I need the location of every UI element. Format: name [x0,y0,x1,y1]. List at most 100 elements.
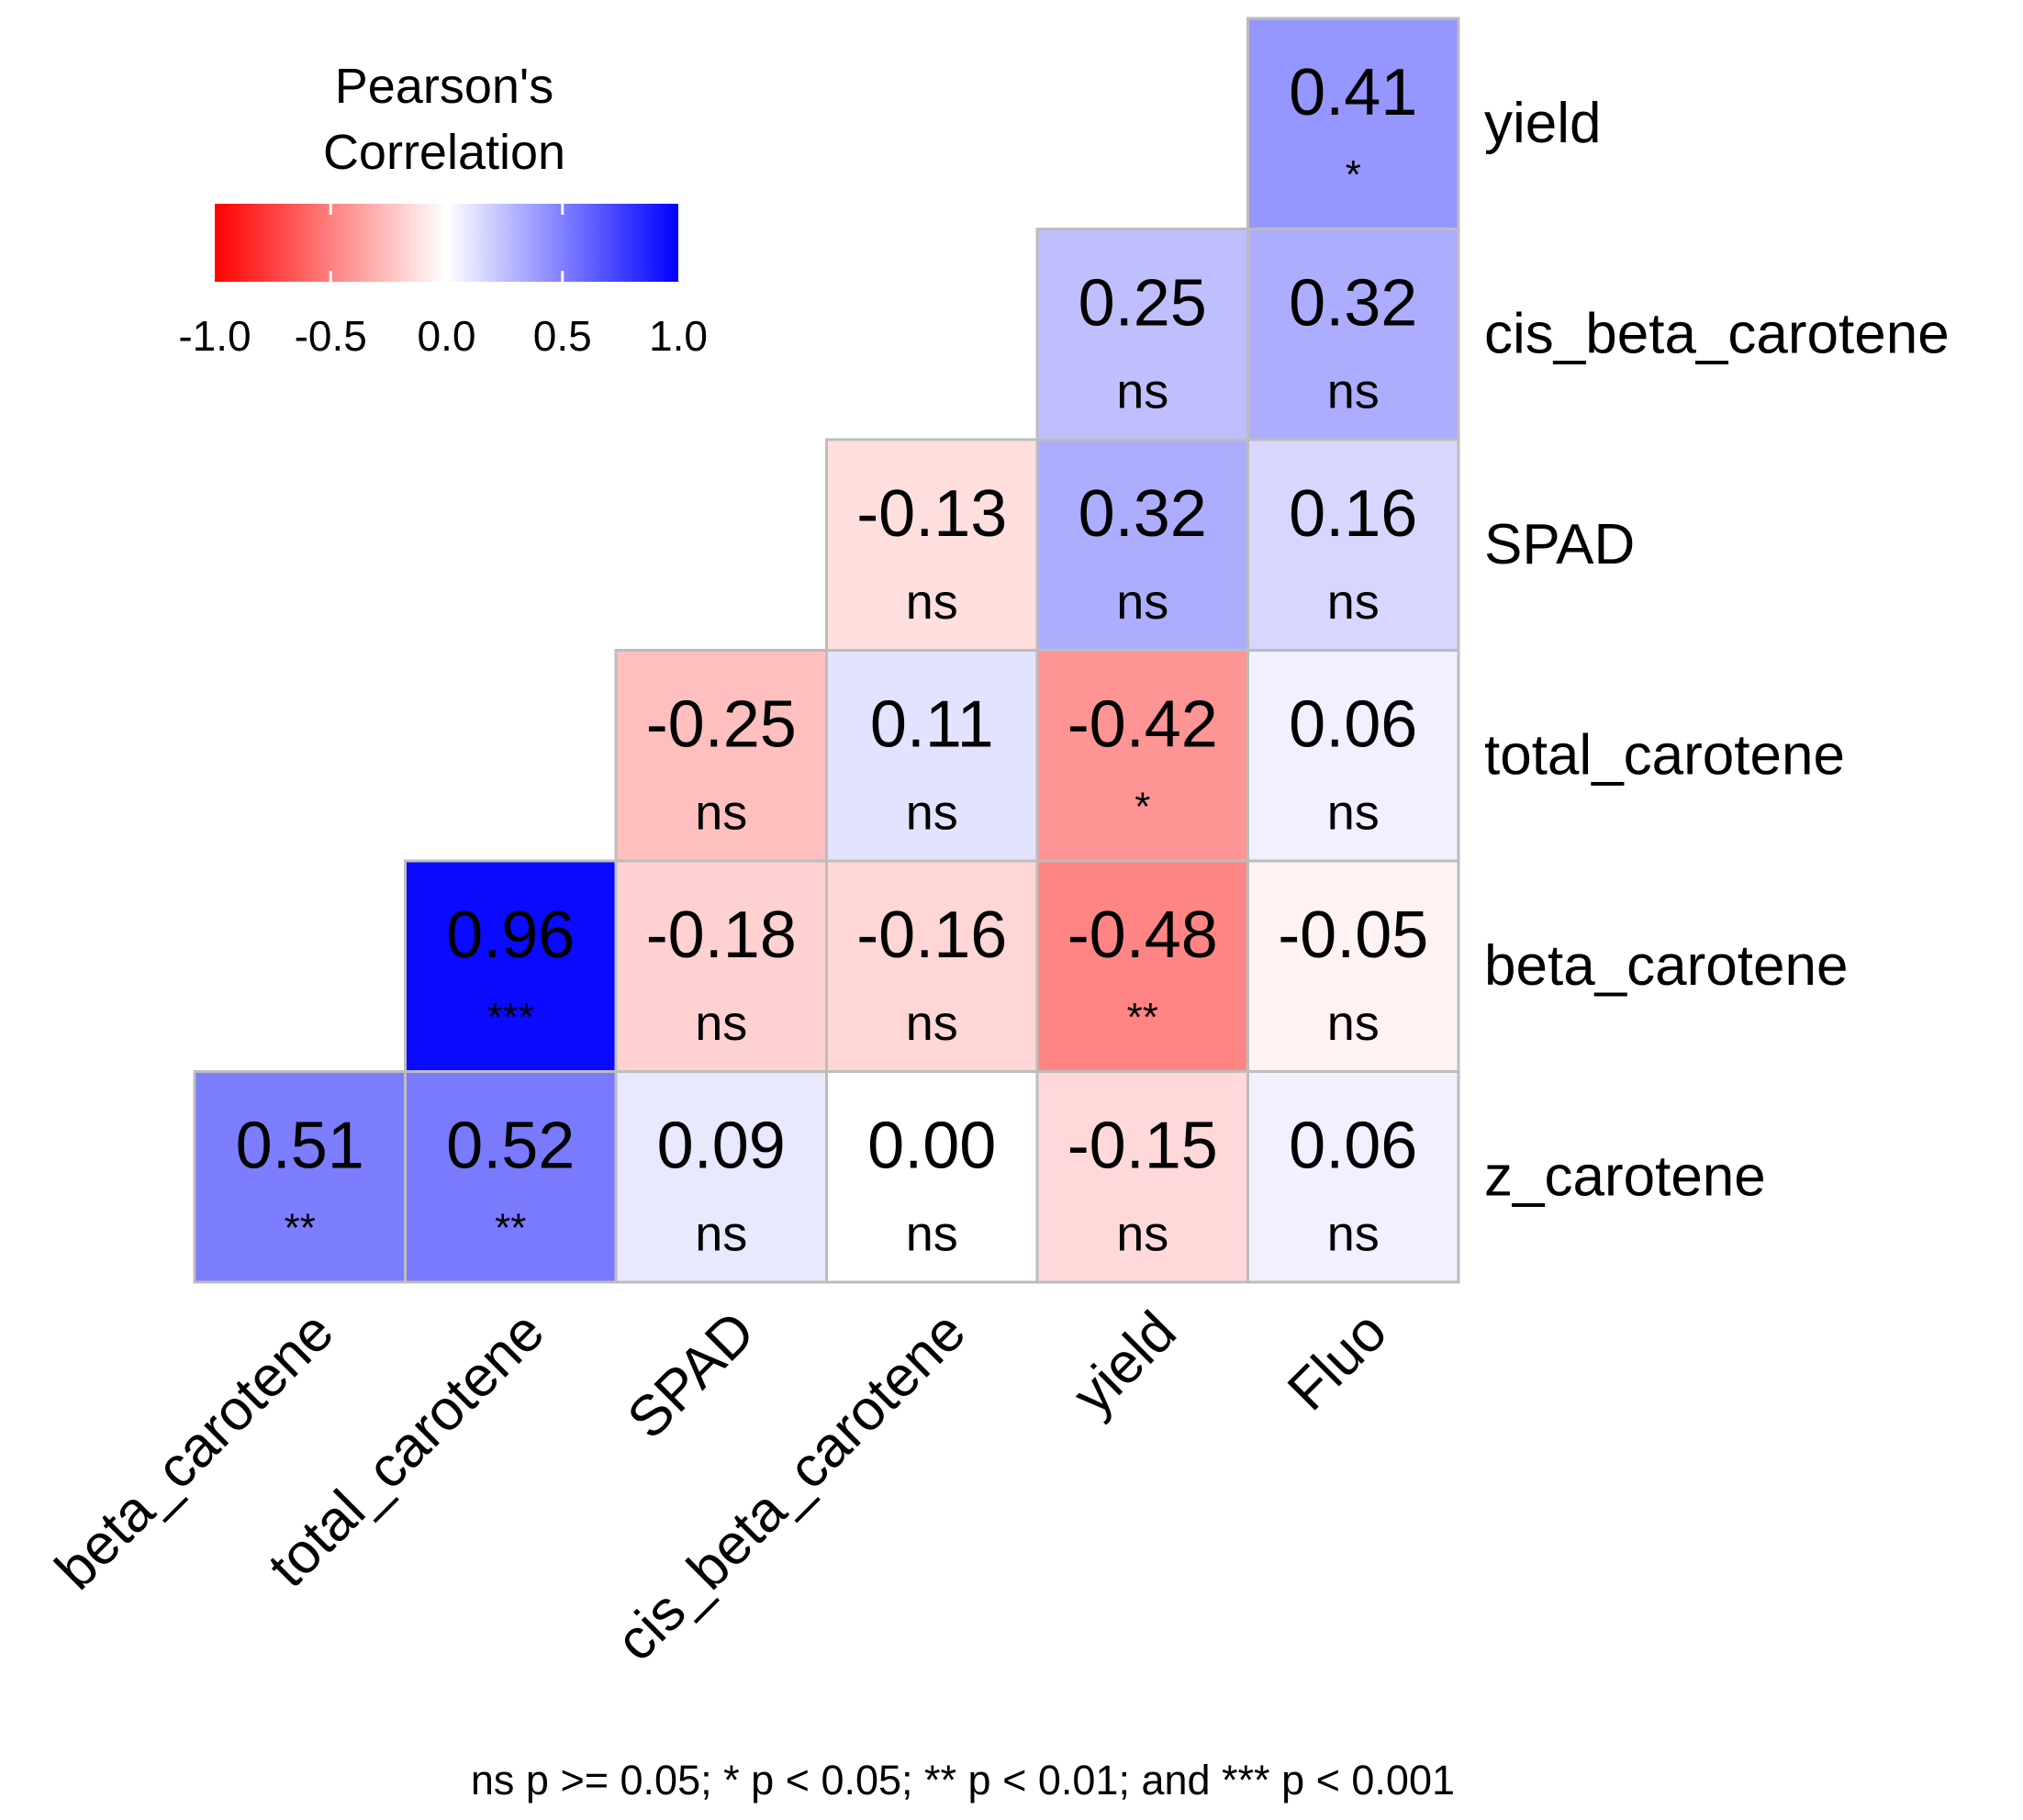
cell-value: 0.32 [1289,267,1417,341]
row-label: cis_beta_carotene [1484,302,1950,365]
heatmap-cell: 0.96 *** [404,859,618,1073]
cell-rect [1035,859,1249,1073]
color-legend: Pearson's Correlation -1.0 -0.5 0.0 0.5 1.0 [178,59,708,360]
cell-significance: ** [495,1206,526,1251]
row-label: yield [1484,92,1602,155]
cell-significance: * [1134,785,1150,830]
row-label: total_carotene [1484,723,1845,787]
cell-value: 0.32 [1079,477,1207,551]
cell-value: 0.06 [1289,1110,1417,1183]
heatmap-cell: 0.11 ns [825,649,1039,863]
cell-significance: ns [1116,1207,1168,1262]
heatmap-cell: -0.25 ns [614,649,828,863]
cell-value: 0.96 [446,899,575,972]
heatmap-cell: 0.25 ns [1035,228,1249,441]
cell-rect [404,1070,618,1284]
heatmap-cells: 0.41*0.25ns0.32ns-0.13ns0.32ns0.16ns-0.2… [193,17,1460,1284]
cell-value: -0.48 [1067,899,1218,972]
cell-value: -0.05 [1278,899,1428,972]
cell-significance: ns [906,786,958,841]
cell-value: -0.15 [1067,1110,1218,1183]
cell-rect [404,859,618,1073]
cell-rect [825,859,1039,1073]
cell-significance: ns [695,786,747,841]
legend-tick-label: 1.0 [649,312,708,360]
legend-title-line2: Correlation [323,125,565,180]
cell-rect [1246,17,1460,230]
heatmap-cell: -0.42 * [1035,649,1249,863]
significance-footnote: ns p >= 0.05; * p < 0.05; ** p < 0.01; a… [471,1757,1455,1803]
cell-significance: *** [487,995,534,1040]
cell-value: -0.13 [856,477,1007,551]
legend-tick-label: -1.0 [178,312,251,360]
heatmap-cell: 0.16 ns [1246,438,1460,652]
row-labels: yield cis_beta_carotene SPAD total_carotene… [1484,92,1950,1209]
legend-title-line1: Pearson's [335,59,553,114]
cell-value: 0.41 [1289,56,1417,129]
heatmap-cell: 0.09 ns [614,1070,828,1284]
cell-value: 0.11 [870,688,994,762]
column-label: SPAD [616,1300,767,1451]
cell-significance: ns [1327,996,1380,1051]
heatmap-cell: 0.32 ns [1246,228,1460,441]
cell-significance: ** [1127,995,1158,1040]
cell-significance: ns [1327,364,1380,419]
cell-rect [1246,228,1460,441]
cell-rect [1246,438,1460,652]
cell-rect [193,1070,407,1284]
cell-significance: ns [695,996,747,1051]
cell-rect [1246,1070,1460,1284]
cell-significance: ns [906,575,958,630]
cell-value: 0.25 [1079,267,1207,341]
heatmap-cell: 0.06 ns [1246,649,1460,863]
legend-tick-label: 0.0 [418,312,476,360]
cell-rect [1035,438,1249,652]
cell-significance: ns [1327,575,1380,630]
legend-ticks: -1.0 -0.5 0.0 0.5 1.0 [178,204,708,360]
row-label: beta_carotene [1484,934,1848,998]
heatmap-cell: -0.48 ** [1035,859,1249,1073]
cell-rect [614,1070,828,1284]
heatmap-cell: -0.15 ns [1035,1070,1249,1284]
cell-significance: ns [906,996,958,1051]
cell-value: 0.00 [867,1110,996,1183]
cell-value: -0.16 [856,899,1007,972]
cell-value: -0.18 [646,899,797,972]
cell-significance: ns [695,1207,747,1262]
cell-rect [1035,649,1249,863]
heatmap-cell: 0.41 * [1246,17,1460,230]
row-label: SPAD [1484,513,1635,576]
legend-tick-label: -0.5 [295,312,367,360]
cell-rect [825,438,1039,652]
heatmap-cell: 0.00 ns [825,1070,1039,1284]
cell-significance: ns [1116,575,1168,630]
heatmap-cell: 0.52 ** [404,1070,618,1284]
cell-significance: ** [285,1206,316,1251]
cell-value: -0.25 [646,688,797,762]
column-label: cis_beta_carotene [604,1300,978,1673]
cell-value: 0.09 [657,1110,786,1183]
heatmap-cell: -0.05 ns [1246,859,1460,1073]
cell-significance: ns [906,1207,958,1262]
cell-significance: ns [1116,364,1168,419]
cell-rect [1246,649,1460,863]
cell-rect [825,1070,1039,1284]
cell-significance: ns [1327,1207,1380,1262]
cell-value: -0.42 [1067,688,1218,762]
cell-value: 0.52 [446,1110,575,1183]
cell-significance: ns [1327,786,1380,841]
heatmap-cell: -0.18 ns [614,859,828,1073]
heatmap-cell: 0.51 ** [193,1070,407,1284]
cell-rect [1035,1070,1249,1284]
legend-colorbar [215,204,678,282]
legend-tick-label: 0.5 [533,312,592,360]
row-label: z_carotene [1484,1144,1766,1208]
cell-significance: * [1346,152,1361,197]
heatmap-cell: -0.16 ns [825,859,1039,1073]
heatmap-cell: -0.13 ns [825,438,1039,652]
cell-value: 0.06 [1289,688,1417,762]
column-label: yield [1061,1300,1189,1427]
cell-value: 0.16 [1289,477,1417,551]
